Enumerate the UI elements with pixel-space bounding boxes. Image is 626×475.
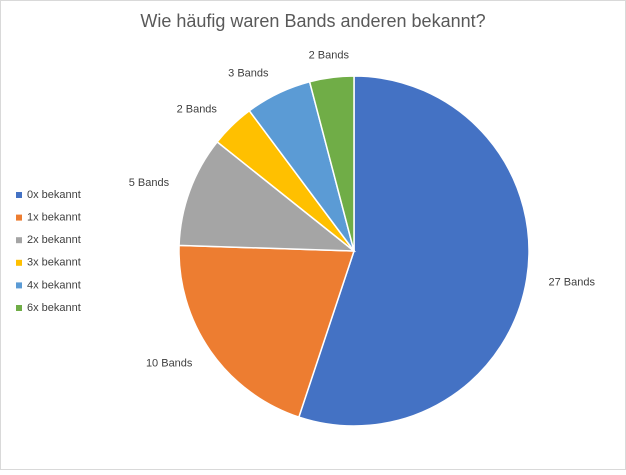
data-label: 2 Bands: [309, 50, 350, 62]
pie-slice: [297, 75, 530, 427]
pie-slice: [178, 244, 356, 419]
data-label: 10 Bands: [146, 358, 193, 370]
legend-label: 6x bekannt: [27, 302, 81, 314]
legend-swatch: [16, 192, 22, 198]
legend-swatch: [16, 237, 22, 244]
legend-swatch: [16, 305, 22, 311]
legend-swatch: [16, 259, 22, 266]
legend-swatch: [16, 214, 22, 221]
data-label: 27 Bands: [548, 276, 595, 288]
data-label: 2 Bands: [177, 103, 218, 115]
legend-label: 0x bekannt: [27, 189, 81, 201]
legend-swatch: [16, 282, 22, 289]
legend-label: 2x bekannt: [27, 234, 81, 246]
legend-label: 1x bekannt: [27, 212, 81, 224]
legend-label: 3x bekannt: [27, 257, 81, 269]
pie-slice: [308, 75, 355, 252]
legend-label: 4x bekannt: [27, 279, 81, 291]
data-label: 5 Bands: [129, 177, 170, 189]
data-label: 3 Bands: [228, 67, 269, 79]
pie-slice: [178, 140, 357, 252]
chart-title: Wie häufig waren Bands anderen bekannt?: [140, 11, 485, 31]
